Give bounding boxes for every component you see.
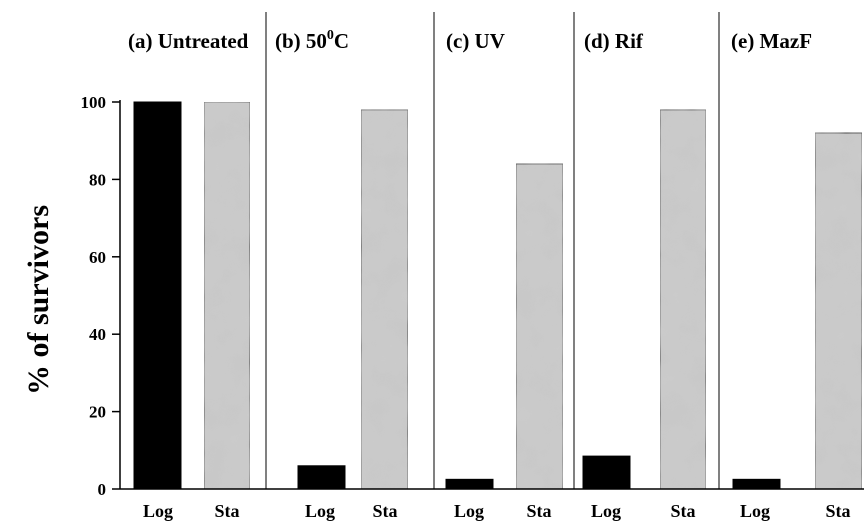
y-tick-label: 60 (89, 248, 106, 267)
panel-labels: (a) Untreated (b) 500C (c) UV (d) Rif (e) Ma… (128, 28, 812, 53)
category-label: Sta (214, 501, 239, 521)
category-label: Log (591, 501, 621, 521)
y-tick-label: 100 (81, 93, 107, 112)
category-labels: Log Sta Log Sta Log Sta Log Sta Log Sta (143, 501, 851, 521)
y-tick-label: 40 (89, 325, 106, 344)
bars (133, 101, 863, 490)
bar-sta (360, 109, 409, 490)
category-label: Sta (372, 501, 397, 521)
panel-separators (265, 12, 720, 489)
panel-label: (b) 500C (275, 28, 349, 53)
category-label: Log (740, 501, 770, 521)
category-label: Sta (526, 501, 551, 521)
category-label: Log (143, 501, 173, 521)
y-tick-label: 80 (89, 170, 106, 189)
bar-sta (203, 101, 251, 490)
category-label: Log (454, 501, 484, 521)
y-tick-label: 20 (89, 403, 106, 422)
y-tick-label: 0 (98, 480, 107, 499)
bar-sta (814, 132, 863, 490)
category-label: Sta (825, 501, 850, 521)
bar-sta (515, 163, 564, 490)
category-label: Log (305, 501, 335, 521)
bar-log (297, 465, 346, 490)
bar-sta (659, 109, 707, 490)
category-label: Sta (670, 501, 695, 521)
bar-log (582, 455, 631, 490)
panel-label: (a) Untreated (128, 29, 249, 53)
panel-label: (d) Rif (584, 29, 644, 53)
y-axis-title: % of survivors (22, 205, 55, 395)
panel-label: (c) UV (446, 29, 505, 53)
bar-log (445, 478, 494, 490)
y-axis: 0 20 40 60 80 100 (81, 93, 121, 499)
bar-log (732, 478, 781, 490)
panel-label: (e) MazF (731, 29, 812, 53)
bar-log (133, 101, 182, 490)
